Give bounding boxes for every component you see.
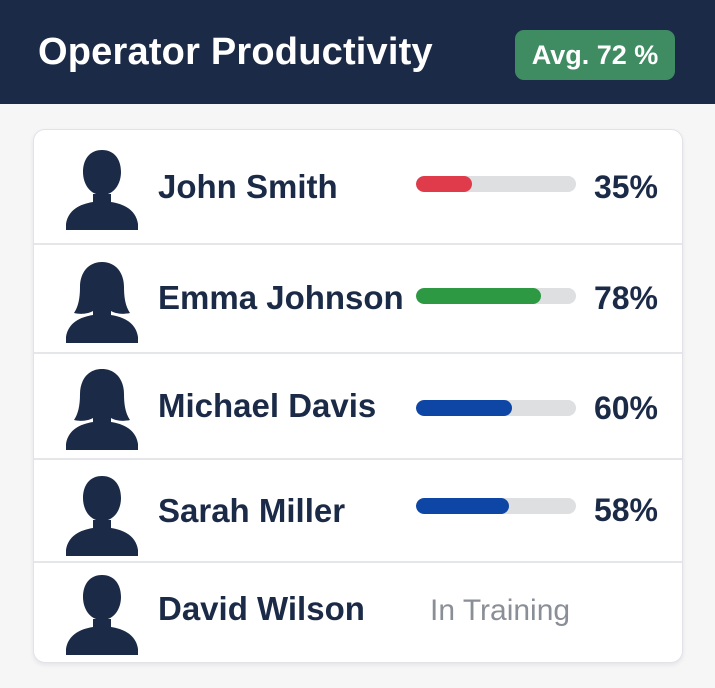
- female-silhouette-icon: [62, 366, 142, 450]
- progress-percent: 60%: [593, 390, 658, 426]
- operator-name: John Smith: [158, 168, 338, 205]
- progress-bar-fill: [416, 400, 512, 416]
- operator-row-sarah-miller[interactable]: Sarah Miller 58%: [34, 460, 682, 563]
- progress-bar: [416, 400, 576, 416]
- operator-row-david-wilson[interactable]: David Wilson In Training: [34, 563, 682, 662]
- progress-bar: [416, 176, 576, 192]
- header-bar: Operator Productivity Avg. 72 %: [0, 0, 715, 104]
- operator-list: John Smith 35% Emma Johnson 78% Michael …: [33, 129, 683, 663]
- progress-percent: 78%: [593, 280, 658, 316]
- operator-name: Michael Davis: [158, 387, 377, 424]
- progress-bar-fill: [416, 288, 541, 304]
- progress-bar: [416, 498, 576, 514]
- operator-row-michael-davis[interactable]: Michael Davis 60%: [34, 354, 682, 460]
- operator-name: David Wilson: [158, 590, 365, 627]
- male-silhouette-icon: [62, 571, 142, 655]
- progress-percent: 35%: [593, 169, 658, 205]
- progress-bar-fill: [416, 498, 509, 514]
- progress-bar-fill: [416, 176, 472, 192]
- male-silhouette-icon: [62, 472, 142, 556]
- operator-row-emma-johnson[interactable]: Emma Johnson 78%: [34, 245, 682, 354]
- operator-row-john-smith[interactable]: John Smith 35%: [34, 130, 682, 245]
- progress-bar: [416, 288, 576, 304]
- status-label: In Training: [430, 594, 571, 627]
- page-title: Operator Productivity: [38, 31, 433, 73]
- operator-name: Sarah Miller: [158, 492, 346, 529]
- female-silhouette-icon: [62, 259, 142, 343]
- average-badge: Avg. 72 %: [515, 30, 675, 80]
- operator-name: Emma Johnson: [158, 279, 404, 316]
- male-silhouette-icon: [62, 146, 142, 230]
- progress-percent: 58%: [593, 492, 658, 528]
